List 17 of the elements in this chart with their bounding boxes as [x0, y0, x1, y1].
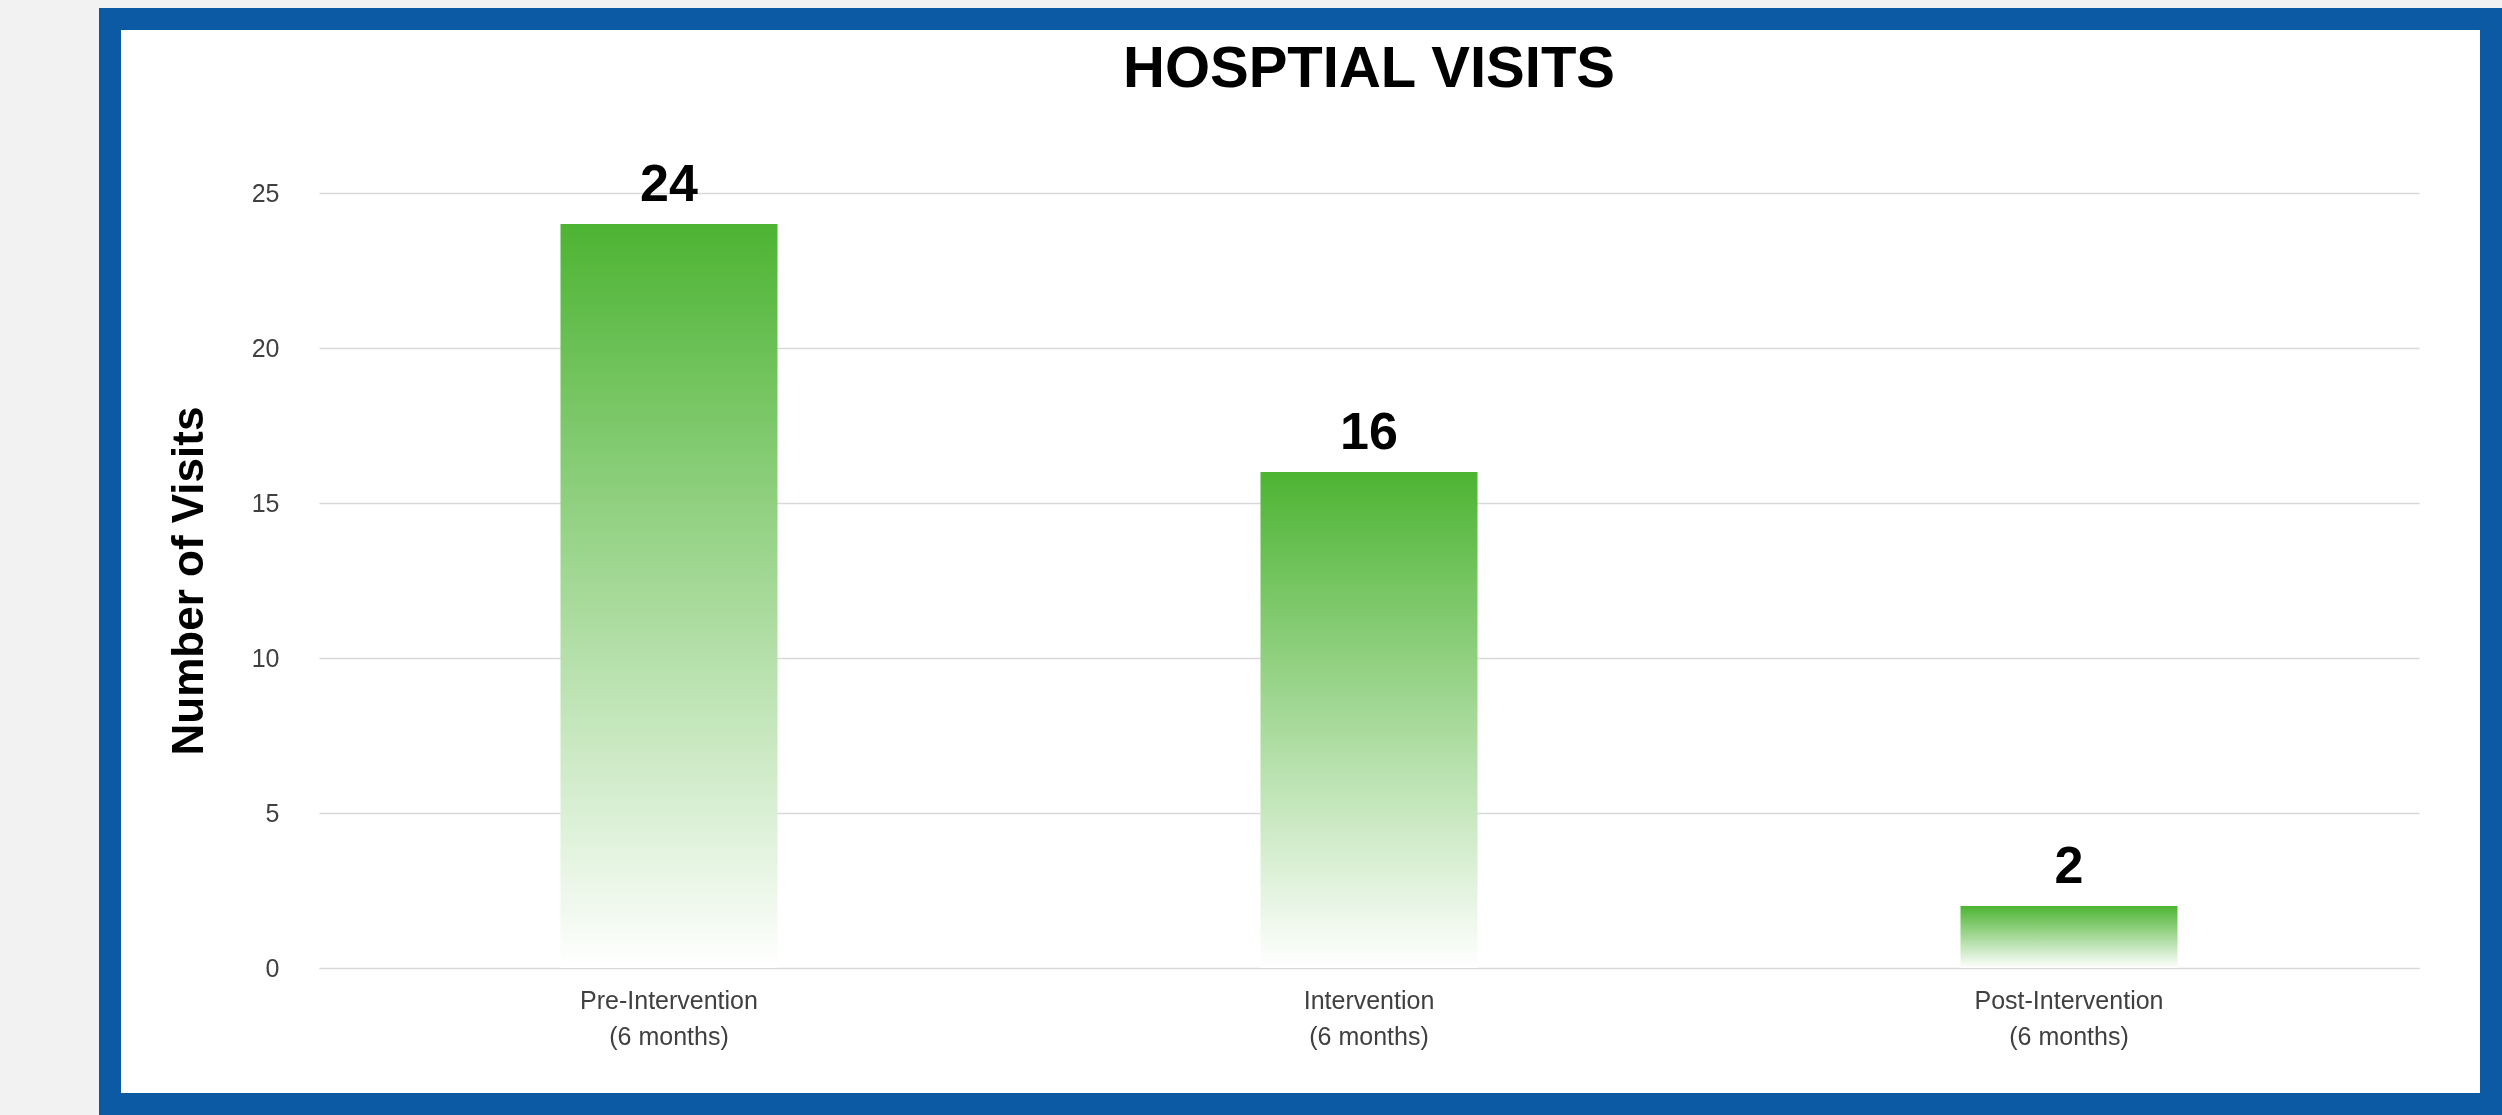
y-tick-label: 20 — [251, 333, 280, 362]
y-tick-label: 5 — [265, 798, 280, 827]
y-tick-label: 10 — [251, 643, 280, 672]
data-label: 24 — [640, 154, 698, 212]
y-tick-label: 0 — [265, 953, 280, 982]
x-tick-label: Post-Intervention (6 months) — [1974, 985, 2164, 1050]
bar — [1260, 472, 1478, 968]
x-tick-label: Pre-Intervention (6 months) — [580, 985, 758, 1050]
y-axis-title: Number of Visits — [162, 406, 212, 756]
data-label: 16 — [1340, 402, 1398, 460]
data-label: 2 — [2054, 836, 2084, 894]
y-tick-label: 25 — [251, 178, 280, 207]
bar — [560, 224, 778, 968]
chart-title: HOSPTIAL VISITS — [1122, 34, 1616, 99]
x-tick-label: Intervention (6 months) — [1303, 985, 1435, 1050]
y-tick-label: 15 — [251, 488, 280, 517]
bar — [1960, 906, 2178, 968]
